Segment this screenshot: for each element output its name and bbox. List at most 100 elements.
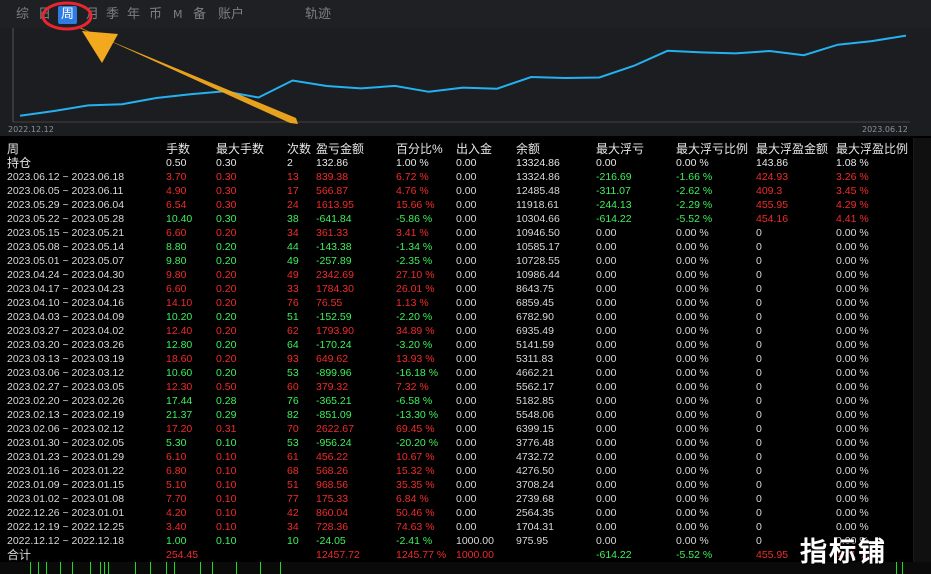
- cell-maxprofitpct: 0.00 %: [836, 227, 869, 239]
- cell-period: 2023.03.27 ~ 2023.04.02: [7, 325, 125, 337]
- cell-flow: 0.00: [456, 479, 477, 491]
- tab-account[interactable]: 账户: [218, 7, 245, 22]
- cell-maxddpct: 0.00 %: [676, 227, 709, 239]
- holding-trades: 2: [287, 157, 293, 169]
- cell-flow: 0.00: [456, 395, 477, 407]
- cell-pct: 6.72 %: [396, 171, 429, 183]
- cell-maxprofit: 424.93: [756, 171, 789, 183]
- cell-maxddpct: 0.00 %: [676, 521, 709, 533]
- cell-trades: 17: [287, 185, 299, 197]
- cell-maxddpct: 0.00 %: [676, 339, 709, 351]
- cell-maxddpct: 0.00 %: [676, 255, 709, 267]
- cell-maxlots: 0.20: [216, 325, 237, 337]
- cell-maxprofit: 0: [756, 381, 762, 393]
- cell-maxdd: 0.00: [596, 451, 617, 463]
- tab-yearly[interactable]: 年: [127, 7, 141, 22]
- header-percent: 百分比%: [396, 142, 443, 156]
- cell-period: 2022.12.12 ~ 2022.12.18: [7, 535, 125, 547]
- cell-maxdd: -311.07: [596, 185, 631, 197]
- table-row: 2023.02.13 ~ 2023.02.19 21.37 0.29 82 -851.0…: [0, 408, 931, 422]
- cell-maxprofitpct: 0.00 %: [836, 241, 869, 253]
- cell-maxddpct: 0.00 %: [676, 423, 709, 435]
- cell-flow: 1000.00: [456, 535, 494, 547]
- cell-maxprofitpct: 0.00 %: [836, 367, 869, 379]
- cell-maxprofit: 0: [756, 353, 762, 365]
- cell-maxprofit: 0: [756, 535, 762, 547]
- table-row: 2023.01.09 ~ 2023.01.15 5.10 0.10 51 968.56 3…: [0, 478, 931, 492]
- indicator-tick: [150, 562, 151, 574]
- cell-maxprofit: 0: [756, 507, 762, 519]
- cell-pct: -20.20 %: [396, 437, 439, 449]
- cell-trades: 49: [287, 255, 299, 267]
- table-row: 2023.02.06 ~ 2023.02.12 17.20 0.31 70 2622.6…: [0, 422, 931, 436]
- cell-pnl: 968.56: [316, 479, 349, 491]
- cell-maxprofitpct: 3.26 %: [836, 171, 869, 183]
- cell-trades: 82: [287, 409, 299, 421]
- table-row: 2023.01.30 ~ 2023.02.05 5.30 0.10 53 -956.24…: [0, 436, 931, 450]
- cell-trades: 38: [287, 213, 299, 225]
- table-row: 2023.02.27 ~ 2023.03.05 12.30 0.50 60 379.32…: [0, 380, 931, 394]
- header-balance: 余额: [516, 142, 541, 156]
- cell-maxddpct: 0.00 %: [676, 437, 709, 449]
- cell-flow: 0.00: [456, 227, 477, 239]
- tab-weekly[interactable]: 周: [58, 6, 78, 24]
- table-row: 2023.04.10 ~ 2023.04.16 14.10 0.20 76 76.55 1…: [0, 296, 931, 310]
- table-row: 2022.12.19 ~ 2022.12.25 3.40 0.10 34 728.36 7…: [0, 520, 931, 534]
- cell-trades: 34: [287, 521, 299, 533]
- cell-maxprofit: 0: [756, 521, 762, 533]
- cell-maxddpct: -2.62 %: [676, 185, 713, 197]
- tab-magic[interactable]: M: [173, 8, 183, 21]
- cell-period: 2023.04.24 ~ 2023.04.30: [7, 269, 125, 281]
- holding-maxprofit-pct: 1.08 %: [836, 157, 869, 169]
- tab-trajectory[interactable]: 轨迹: [305, 7, 332, 22]
- table-row: 2023.01.16 ~ 2023.01.22 6.80 0.10 68 568.26 1…: [0, 464, 931, 478]
- tab-currency[interactable]: 币: [149, 7, 163, 22]
- cell-trades: 62: [287, 325, 299, 337]
- tab-summary[interactable]: 综: [16, 7, 30, 22]
- cell-maxdd: 0.00: [596, 535, 617, 547]
- cell-pct: 15.66 %: [396, 199, 435, 211]
- cell-maxdd: -216.69: [596, 171, 632, 183]
- table-row: 2023.05.01 ~ 2023.05.07 9.80 0.20 49 -257.89…: [0, 254, 931, 268]
- cell-period: 2023.01.02 ~ 2023.01.08: [7, 493, 125, 505]
- cell-maxdd: 0.00: [596, 395, 617, 407]
- cell-lots: 7.70: [166, 493, 187, 505]
- cell-maxprofitpct: 0.00 %: [836, 297, 869, 309]
- cell-flow: 0.00: [456, 185, 477, 197]
- cell-maxprofitpct: 0.00 %: [836, 339, 869, 351]
- cell-lots: 17.44: [166, 395, 193, 407]
- cell-maxprofitpct: 0.00 %: [836, 437, 869, 449]
- cell-balance: 6859.45: [516, 297, 554, 309]
- header-lots: 手数: [166, 142, 191, 156]
- cell-balance: 10986.44: [516, 269, 560, 281]
- tab-quarterly[interactable]: 季: [106, 7, 120, 22]
- cell-maxdd: -244.13: [596, 199, 632, 211]
- cell-maxprofit: 0: [756, 395, 762, 407]
- cell-pnl: 379.32: [316, 381, 349, 393]
- header-max-drawdown-pct: 最大浮亏比例: [676, 142, 749, 156]
- cell-trades: 51: [287, 311, 299, 323]
- cell-maxddpct: -2.29 %: [676, 199, 713, 211]
- cell-maxprofitpct: 0.00 %: [836, 465, 869, 477]
- cell-lots: 6.60: [166, 227, 187, 239]
- cell-trades: 70: [287, 423, 299, 435]
- cell-flow: 0.00: [456, 255, 477, 267]
- cell-balance: 5182.85: [516, 395, 554, 407]
- cell-period: 2023.03.20 ~ 2023.03.26: [7, 339, 125, 351]
- cell-maxddpct: 0.00 %: [676, 465, 709, 477]
- cell-pnl: 1793.90: [316, 325, 354, 337]
- cell-flow: 0.00: [456, 423, 477, 435]
- cell-maxlots: 0.20: [216, 353, 237, 365]
- header-max-lots: 最大手数: [216, 142, 265, 156]
- cell-maxprofitpct: 0.00 %: [836, 353, 869, 365]
- table-row: 2023.06.05 ~ 2023.06.11 4.90 0.30 17 566.87 4…: [0, 184, 931, 198]
- cell-maxprofit: 0: [756, 325, 762, 337]
- header-max-drawdown: 最大浮亏: [596, 142, 645, 156]
- cell-pct: -16.18 %: [396, 367, 439, 379]
- indicator-tick: [200, 562, 201, 574]
- cell-period: 2022.12.26 ~ 2023.01.01: [7, 507, 125, 519]
- tab-notes[interactable]: 备: [193, 7, 207, 22]
- cell-pct: 35.35 %: [396, 479, 435, 491]
- cell-maxprofitpct: 0.00 %: [836, 521, 869, 533]
- vertical-scrollbar[interactable]: [913, 138, 931, 562]
